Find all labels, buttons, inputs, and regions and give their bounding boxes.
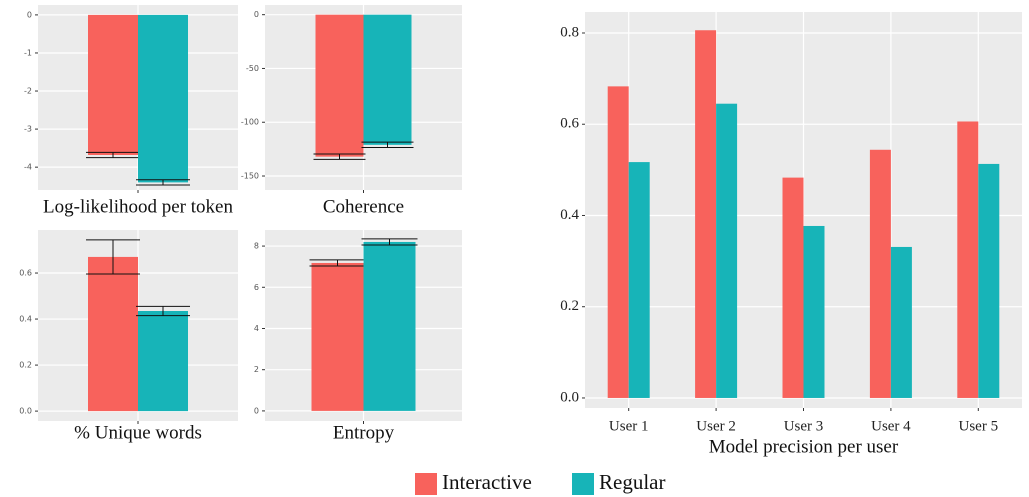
y-tick-label: -3	[24, 125, 32, 134]
y-tick-label: -50	[246, 64, 259, 73]
y-tick-label: 6	[254, 283, 259, 292]
bar	[363, 241, 416, 411]
y-tick-label: 0.2	[560, 298, 579, 314]
legend-swatch	[415, 473, 437, 495]
axis-title: % Unique words	[74, 422, 202, 443]
y-tick-label: 2	[254, 365, 259, 374]
x-tick-label: User 5	[959, 418, 999, 434]
y-tick-label: 0	[27, 10, 32, 19]
x-tick-label: User 4	[871, 418, 911, 434]
bar	[138, 311, 188, 412]
y-tick-label: 0.4	[19, 315, 32, 324]
bar	[890, 246, 912, 398]
bar	[869, 149, 891, 398]
legend-label: Regular	[599, 470, 665, 494]
axis-title: Coherence	[323, 196, 404, 217]
bar	[716, 103, 738, 398]
axis-title: Entropy	[333, 422, 395, 443]
y-tick-label: -150	[241, 172, 259, 181]
y-tick-label: -1	[24, 48, 32, 57]
y-tick-label: 4	[254, 324, 259, 333]
bar	[138, 14, 188, 183]
y-tick-label: 0.4	[560, 207, 579, 223]
bar	[88, 14, 138, 155]
error-bar	[313, 153, 366, 160]
bar	[363, 14, 412, 145]
bar	[628, 162, 650, 398]
y-tick-label: 0	[254, 406, 259, 415]
y-tick-label: -100	[241, 118, 259, 127]
bar	[978, 163, 1000, 398]
y-tick-label: 8	[254, 242, 259, 251]
error-bar	[309, 259, 366, 267]
y-tick-label: 0.0	[560, 389, 579, 405]
error-bar	[361, 238, 418, 246]
bar	[803, 225, 825, 398]
axis-title: Model precision per user	[709, 436, 899, 457]
bar	[315, 14, 364, 157]
bar	[695, 30, 717, 398]
legend-label: Interactive	[442, 470, 532, 494]
error-bar	[136, 179, 190, 186]
bar	[88, 256, 138, 412]
y-tick-label: 0.8	[560, 24, 579, 40]
error-bar	[361, 141, 414, 149]
bar	[782, 177, 804, 398]
y-tick-label: 0.0	[19, 407, 32, 416]
y-tick-label: -2	[24, 87, 32, 96]
bar	[607, 86, 629, 398]
error-bar	[86, 151, 140, 159]
y-tick-label: 0.6	[19, 269, 32, 278]
axis-title: Log-likelihood per token	[43, 196, 233, 217]
x-tick-label: User 1	[609, 418, 649, 434]
y-tick-label: -4	[24, 163, 32, 172]
bar	[311, 262, 364, 411]
x-tick-label: User 3	[784, 418, 824, 434]
error-bar	[136, 305, 190, 317]
y-tick-label: 0.6	[560, 116, 579, 132]
bar	[957, 121, 979, 398]
error-bar	[86, 239, 140, 275]
y-tick-label: 0	[254, 10, 259, 19]
y-tick-label: 0.2	[19, 361, 32, 370]
legend-swatch	[572, 473, 594, 495]
x-tick-label: User 2	[696, 418, 736, 434]
